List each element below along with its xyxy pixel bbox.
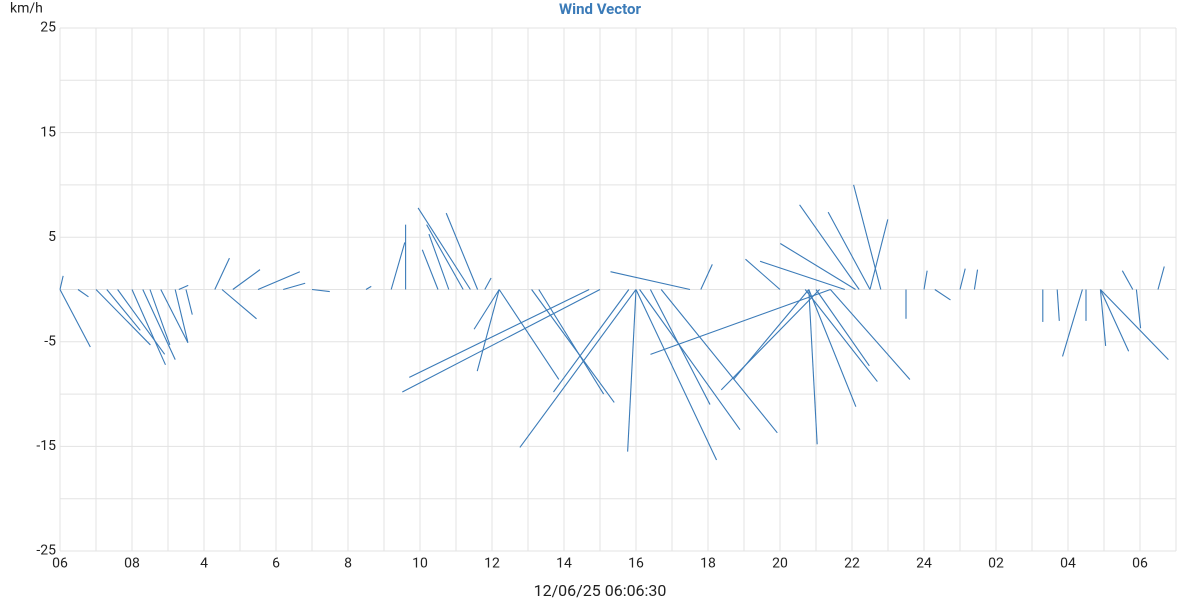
y-axis-label: km/h: [10, 1, 43, 17]
wind-vector: [174, 289, 189, 342]
y-tick-label: -25: [36, 543, 56, 559]
wind-vector: [421, 249, 439, 290]
wind-vector: [660, 289, 778, 434]
wind-vector: [531, 289, 615, 403]
y-tick-label: -5: [44, 334, 56, 350]
wind-vector: [808, 289, 857, 407]
x-tick-label: 24: [916, 556, 932, 572]
x-tick-label: 22: [844, 556, 860, 572]
wind-vector: [484, 277, 492, 290]
wind-vector: [627, 289, 637, 452]
wind-vector: [473, 289, 500, 330]
wind-vector: [799, 204, 860, 290]
wind-vector: [311, 288, 330, 293]
wind-vector: [428, 233, 450, 290]
wind-vector: [815, 289, 870, 367]
wind-vector: [1157, 266, 1165, 290]
wind-vector: [283, 282, 306, 291]
wind-vector: [808, 289, 818, 445]
wind-vector: [973, 269, 979, 290]
x-tick-label: 06: [1132, 556, 1148, 572]
wind-vector: [95, 289, 151, 346]
wind-vector: [853, 184, 882, 290]
wind-vector: [650, 288, 831, 355]
wind-vector: [445, 212, 479, 290]
x-tick-label: 02: [988, 556, 1004, 572]
wind-vector: [160, 289, 189, 344]
wind-vector: [804, 289, 878, 382]
wind-vector: [780, 243, 856, 290]
x-axis-label: 12/06/25 06:06:30: [534, 581, 667, 600]
chart-title: Wind Vector: [559, 0, 641, 18]
wind-vector: [498, 289, 560, 380]
wind-vector: [1135, 289, 1142, 329]
wind-vector: [476, 289, 500, 372]
wind-vector: [131, 289, 166, 366]
y-tick-label: 25: [40, 20, 56, 36]
wind-vector: [1056, 289, 1060, 321]
x-tick-label: 6: [272, 556, 280, 572]
wind-vector: [106, 289, 141, 331]
wind-vector: [829, 289, 911, 380]
wind-vector: [1099, 289, 1130, 352]
wind-vector: [923, 270, 928, 290]
wind-vector: [610, 271, 691, 291]
wind-vector: [77, 289, 89, 298]
wind-vector: [635, 289, 718, 461]
y-tick-label: -15: [36, 438, 56, 454]
wind-vector: [365, 285, 372, 290]
x-tick-label: 16: [628, 556, 644, 572]
x-tick-label: 4: [200, 556, 208, 572]
y-tick-label: 5: [48, 229, 56, 245]
wind-vector: [720, 289, 820, 391]
wind-vector: [59, 289, 91, 348]
wind-vector: [959, 268, 966, 290]
wind-vector: [759, 260, 845, 291]
wind-vector: [221, 289, 257, 320]
wind-vector: [1061, 289, 1083, 357]
x-tick-label: 08: [124, 556, 140, 572]
wind-vector: [178, 284, 189, 291]
wind-vector: [745, 258, 781, 290]
wind-vector: [59, 275, 64, 290]
wind-vector: [409, 289, 590, 378]
wind-vector: [639, 289, 741, 430]
x-tick-label: 06: [52, 556, 68, 572]
wind-vector: [553, 289, 630, 393]
x-tick-label: 8: [344, 556, 352, 572]
wind-vector: [869, 219, 889, 290]
x-tick-label: 20: [772, 556, 788, 572]
wind-vector: [257, 271, 301, 291]
wind-vector: [402, 289, 601, 393]
x-tick-label: 14: [556, 556, 572, 572]
wind-vector: [117, 289, 166, 355]
wind-vector: [185, 289, 193, 315]
wind-vector: [390, 242, 406, 290]
x-tick-label: 18: [700, 556, 716, 572]
wind-vector: [1099, 289, 1107, 347]
wind-vector: [149, 289, 171, 346]
wind-vector: [733, 289, 810, 380]
wind-vector: [700, 264, 713, 290]
wind-vector: [934, 289, 951, 301]
x-tick-label: 12: [484, 556, 500, 572]
x-tick-label: 10: [412, 556, 428, 572]
wind-vector: [1100, 289, 1169, 360]
wind-vector: [232, 269, 261, 290]
wind-vector: [426, 224, 464, 290]
x-tick-label: 04: [1060, 556, 1076, 572]
wind-vector: [1121, 270, 1134, 290]
wind-vector: [827, 211, 871, 290]
wind-vector: [649, 289, 711, 405]
wind-vector: [519, 289, 637, 448]
wind-vector: [142, 289, 176, 360]
wind-vector: [538, 289, 605, 395]
wind-vector: [214, 257, 230, 290]
wind-vector: [417, 207, 471, 290]
y-tick-label: 15: [40, 124, 56, 140]
